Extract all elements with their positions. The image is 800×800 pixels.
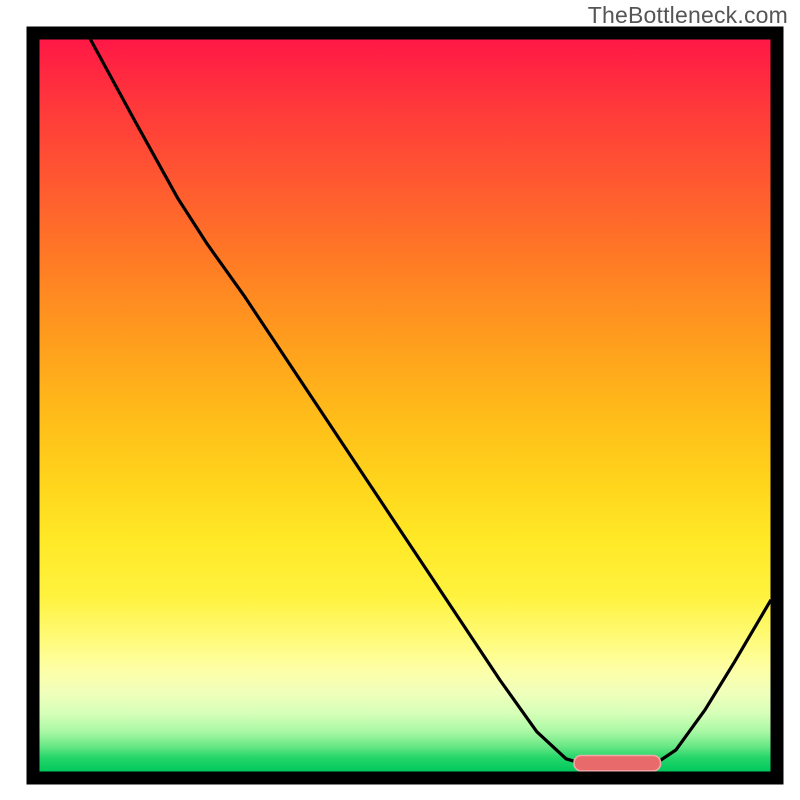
watermark-text: TheBottleneck.com bbox=[588, 2, 788, 29]
bottleneck-chart bbox=[0, 0, 800, 800]
chart-container: { "watermark": { "text": "TheBottleneck.… bbox=[0, 0, 800, 800]
optimal-marker bbox=[574, 756, 660, 771]
